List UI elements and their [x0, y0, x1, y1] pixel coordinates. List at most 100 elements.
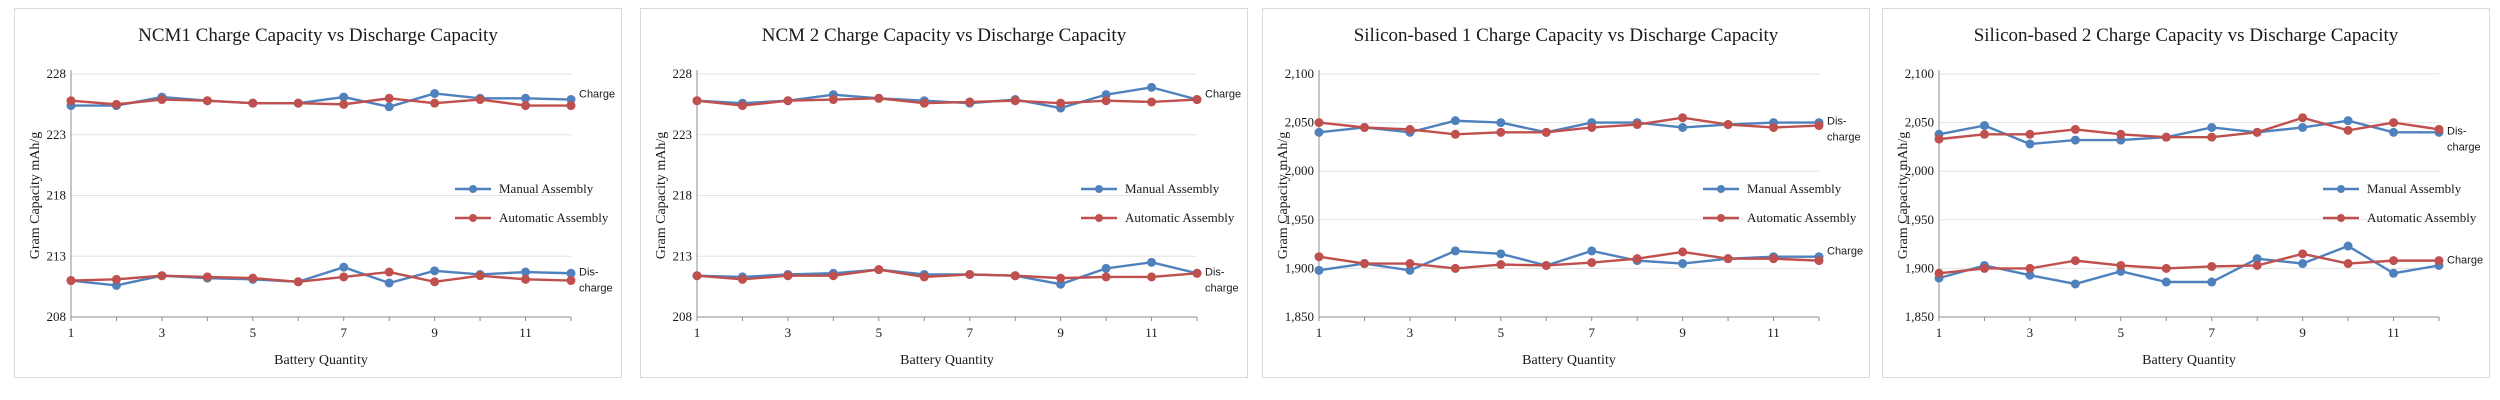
- data-point: [2434, 124, 2444, 134]
- data-point: [1101, 272, 1111, 282]
- x-tick-label: 9: [431, 325, 438, 340]
- data-point: [1314, 252, 1324, 262]
- x-tick-label: 1: [1936, 325, 1943, 340]
- legend-label: Manual Assembly: [1125, 181, 1220, 196]
- series-end-label: Charge: [1827, 246, 1863, 258]
- x-tick-label: 7: [340, 325, 347, 340]
- chart-title: Silicon-based 1 Charge Capacity vs Disch…: [1354, 25, 1779, 46]
- data-point: [1450, 246, 1460, 256]
- x-tick-label: 11: [519, 325, 532, 340]
- y-tick-label: 218: [47, 188, 67, 203]
- x-tick-label: 1: [68, 325, 75, 340]
- data-point: [2298, 259, 2308, 269]
- chart-svg: NCM 2 Charge Capacity vs Discharge Capac…: [654, 25, 1241, 368]
- legend-label: Automatic Assembly: [499, 210, 609, 225]
- data-point: [783, 271, 793, 281]
- y-tick-label: 213: [47, 248, 67, 263]
- legend-label: Manual Assembly: [2367, 181, 2462, 196]
- data-point: [1632, 254, 1642, 264]
- legend-marker: [469, 214, 477, 222]
- data-point: [783, 96, 793, 106]
- series-end-label: charge: [1205, 282, 1239, 294]
- data-point: [1314, 118, 1324, 128]
- legend-label: Manual Assembly: [1747, 181, 1842, 196]
- data-point: [248, 98, 258, 108]
- x-tick-label: 9: [1679, 325, 1686, 340]
- series-line: [696, 261, 1198, 286]
- data-point: [1678, 113, 1688, 123]
- data-point: [1450, 263, 1460, 273]
- y-tick-label: 2,000: [1285, 163, 1314, 178]
- data-point: [430, 98, 440, 108]
- legend-label: Automatic Assembly: [1125, 210, 1235, 225]
- data-point: [2207, 132, 2217, 142]
- data-point: [1450, 116, 1460, 126]
- y-tick-label: 1,850: [1285, 309, 1314, 324]
- series-line: [1318, 116, 1820, 136]
- data-point: [2389, 268, 2399, 278]
- data-point: [2207, 122, 2217, 132]
- series-line: [70, 97, 571, 107]
- data-point: [965, 97, 975, 107]
- data-point: [566, 276, 576, 286]
- legend-label: Manual Assembly: [499, 181, 594, 196]
- data-point: [2298, 122, 2308, 132]
- y-tick-label: 213: [673, 248, 693, 263]
- data-point: [1147, 257, 1157, 267]
- legend-label: Automatic Assembly: [2367, 210, 2477, 225]
- data-point: [965, 269, 975, 279]
- data-point: [339, 99, 349, 109]
- data-point: [1814, 121, 1824, 131]
- data-point: [202, 272, 212, 282]
- legend-marker: [1717, 214, 1725, 222]
- data-point: [2389, 127, 2399, 137]
- x-tick-label: 7: [966, 325, 973, 340]
- x-tick-label: 9: [1057, 325, 1064, 340]
- data-point: [2298, 249, 2308, 259]
- data-point: [874, 265, 884, 275]
- data-point: [2070, 256, 2080, 266]
- data-point: [1192, 268, 1202, 278]
- data-point: [1934, 268, 1944, 278]
- series-line: [1318, 249, 1819, 272]
- data-point: [1450, 129, 1460, 139]
- x-tick-label: 11: [1767, 325, 1780, 340]
- data-point: [2161, 277, 2171, 287]
- series-end-label: Charge: [1205, 89, 1241, 101]
- data-point: [828, 95, 838, 105]
- data-point: [430, 277, 440, 287]
- y-axis-label: Gram Capacity mAh/g: [1896, 132, 1911, 260]
- data-point: [1587, 246, 1597, 256]
- data-point: [1147, 82, 1157, 92]
- data-point: [2025, 139, 2035, 149]
- data-point: [1678, 259, 1688, 269]
- y-tick-label: 1,950: [1285, 212, 1314, 227]
- data-point: [2116, 260, 2126, 270]
- x-tick-label: 5: [2118, 325, 2125, 340]
- data-point: [1314, 265, 1324, 275]
- data-point: [1496, 118, 1506, 128]
- y-tick-label: 2,100: [1905, 66, 1934, 81]
- legend-marker: [1095, 214, 1103, 222]
- data-point: [248, 273, 258, 283]
- y-axis-label: Gram Capacity mAh/g: [1276, 132, 1291, 260]
- x-tick-label: 3: [159, 325, 166, 340]
- data-point: [1010, 96, 1020, 106]
- x-tick-label: 5: [1498, 325, 1505, 340]
- y-tick-label: 223: [47, 127, 67, 142]
- series-line: [696, 268, 1198, 281]
- data-point: [566, 101, 576, 111]
- data-point: [1056, 98, 1066, 108]
- series-end-label: Dis-: [1827, 116, 1847, 128]
- y-tick-label: 228: [673, 66, 693, 81]
- data-point: [1979, 129, 1989, 139]
- data-point: [202, 96, 212, 106]
- data-point: [1056, 273, 1066, 283]
- data-point: [384, 102, 394, 112]
- y-tick-label: 1,850: [1905, 309, 1934, 324]
- chart-svg: Silicon-based 2 Charge Capacity vs Disch…: [1896, 25, 2483, 368]
- series-end-label: Dis-: [1205, 266, 1225, 278]
- series-line: [1318, 250, 1820, 270]
- series-end-label: Dis-: [2447, 125, 2467, 137]
- data-point: [1814, 256, 1824, 266]
